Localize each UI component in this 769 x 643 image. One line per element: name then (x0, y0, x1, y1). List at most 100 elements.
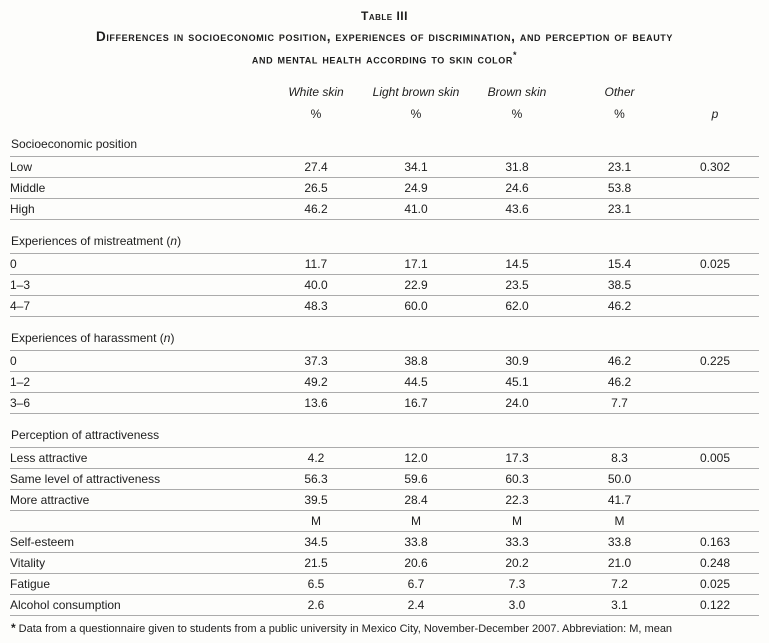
value-cell: 39.5 (266, 488, 366, 511)
value-cell: 20.2 (466, 551, 568, 574)
row-label: High (10, 197, 266, 220)
value-cell: 50.0 (568, 467, 671, 490)
section-header-row: Socioeconomic position (10, 123, 759, 157)
row-label: 4–7 (10, 294, 266, 317)
section-header-italic: n (163, 330, 171, 345)
value-cell: 12.0 (366, 446, 466, 469)
value-cell: 17.3 (466, 446, 568, 469)
section-header-row: Experiences of harassment (n) (10, 316, 759, 350)
table-row: Middle 26.5 24.9 24.6 53.8 (10, 176, 759, 199)
table-row: Fatigue 6.5 6.7 7.3 7.2 0.025 (10, 572, 759, 595)
value-cell: 8.3 (568, 446, 671, 469)
value-cell: 38.5 (568, 273, 671, 296)
value-cell: 7.2 (568, 572, 671, 595)
value-cell: 60.0 (366, 294, 466, 317)
value-cell: 24.6 (466, 176, 568, 199)
p-value-cell (671, 391, 759, 414)
value-cell: 60.3 (466, 467, 568, 490)
footnote-text: Data from a questionnaire given to stude… (18, 622, 673, 635)
row-label: Low (10, 155, 266, 178)
mean-symbol-cell: M (466, 509, 568, 532)
p-value-cell: 0.248 (671, 551, 759, 574)
value-cell: 3.1 (568, 593, 671, 616)
table-title: Differences in socioeconomic position, e… (10, 27, 759, 69)
value-cell: 3.0 (466, 593, 568, 616)
row-label: Same level of attractiveness (10, 467, 266, 490)
percent-symbol: % (614, 106, 625, 121)
value-cell: 38.8 (366, 349, 466, 372)
value-cell: 31.8 (466, 155, 568, 178)
percent-symbol: % (410, 106, 422, 121)
row-label: Alcohol consumption (10, 593, 266, 616)
table-number-label: Table III (361, 9, 408, 23)
empty-p-corner-cell (671, 83, 759, 101)
table-row: Less attractive 4.2 12.0 17.3 8.3 0.005 (10, 446, 759, 469)
column-header-light-brown-skin: Light brown skin (372, 84, 460, 99)
p-value-cell: 0.302 (671, 155, 759, 178)
empty-unit-cell (10, 101, 266, 123)
p-value-cell (671, 273, 759, 296)
section-header-row: Experiences of mistreatment (n) (10, 219, 759, 253)
table-title-line1: Differences in socioeconomic position, e… (95, 29, 674, 44)
value-cell: 33.3 (466, 530, 568, 553)
footnote-marker: * (11, 620, 16, 635)
p-value-cell (671, 294, 759, 317)
value-cell: 27.4 (266, 155, 366, 178)
column-header-brown-skin: Brown skin (487, 84, 547, 99)
table-row: 3–6 13.6 16.7 24.0 7.7 (10, 391, 759, 414)
table-footnote: * Data from a questionnaire given to stud… (10, 621, 759, 635)
percent-symbol: % (310, 106, 322, 121)
row-label: Vitality (10, 551, 266, 574)
percent-symbol: % (511, 106, 523, 121)
mean-symbol-cell: M (266, 509, 366, 532)
value-cell: 22.3 (466, 488, 568, 511)
section-header: Perception of attractiveness (11, 427, 160, 442)
value-cell: 11.7 (266, 252, 366, 275)
unit-row: % % % % p (10, 101, 759, 123)
table-row: Alcohol consumption 2.6 2.4 3.0 3.1 0.122 (10, 593, 759, 616)
empty-label-cell (10, 509, 266, 532)
p-value-cell (671, 488, 759, 511)
value-cell: 41.7 (568, 488, 671, 511)
value-cell: 45.1 (466, 370, 568, 393)
value-cell: 4.2 (266, 446, 366, 469)
mean-symbol-cell: M (366, 509, 466, 532)
p-value-cell: 0.163 (671, 530, 759, 553)
value-cell: 44.5 (366, 370, 466, 393)
empty-corner-cell (10, 83, 266, 101)
table-row: 0 11.7 17.1 14.5 15.4 0.025 (10, 252, 759, 275)
value-cell: 2.4 (366, 593, 466, 616)
value-cell: 16.7 (366, 391, 466, 414)
table-row: Same level of attractiveness 56.3 59.6 60.3… (10, 467, 759, 490)
value-cell: 43.6 (466, 197, 568, 220)
p-value-cell: 0.025 (671, 252, 759, 275)
table-body: Socioeconomic position Low 27.4 34.1 31.8 23.… (10, 123, 759, 616)
value-cell: 23.1 (568, 197, 671, 220)
row-label: 1–3 (10, 273, 266, 296)
row-label: 0 (10, 252, 266, 275)
section-header: Socioeconomic position (11, 136, 138, 151)
value-cell: 26.5 (266, 176, 366, 199)
empty-p-cell (671, 509, 759, 532)
section-header: Experiences of mistreatment (n) (11, 233, 182, 248)
p-column-header: p (711, 106, 719, 121)
value-cell: 15.4 (568, 252, 671, 275)
value-cell: 34.1 (366, 155, 466, 178)
title-footnote-marker: * (512, 50, 518, 60)
value-cell: 46.2 (568, 294, 671, 317)
table-row: High 46.2 41.0 43.6 23.1 (10, 197, 759, 220)
column-name-row: White skin Light brown skin Brown skin O… (10, 83, 759, 101)
p-value-cell (671, 197, 759, 220)
value-cell: 33.8 (568, 530, 671, 553)
value-cell: 30.9 (466, 349, 568, 372)
p-value-cell: 0.122 (671, 593, 759, 616)
table-row: 1–3 40.0 22.9 23.5 38.5 (10, 273, 759, 296)
section-header-italic: n (170, 233, 178, 248)
table-row: Low 27.4 34.1 31.8 23.1 0.302 (10, 155, 759, 178)
value-cell: 13.6 (266, 391, 366, 414)
table-row: 0 37.3 38.8 30.9 46.2 0.225 (10, 349, 759, 372)
value-cell: 7.7 (568, 391, 671, 414)
value-cell: 7.3 (466, 572, 568, 595)
p-value-cell (671, 370, 759, 393)
